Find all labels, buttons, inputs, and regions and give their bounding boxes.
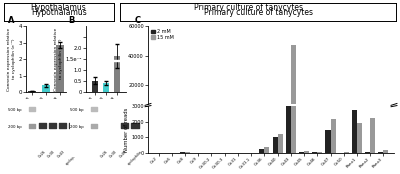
Bar (299, 152, 304, 153)
Text: Cx26: Cx26 (37, 150, 47, 159)
Text: B: B (68, 17, 74, 25)
Bar (56, 45, 64, 92)
Text: 200 bp: 200 bp (70, 125, 84, 129)
Bar (326, 113, 330, 115)
Bar (291, 45, 296, 115)
Bar (286, 110, 291, 115)
Bar (92, 81, 98, 92)
Bar (272, 137, 278, 153)
Bar (357, 123, 362, 153)
Bar (344, 152, 349, 153)
Bar (330, 112, 336, 115)
Bar (180, 152, 185, 153)
Text: Cx26: Cx26 (99, 150, 109, 159)
Bar (264, 114, 270, 115)
Bar (384, 114, 388, 115)
Bar (259, 149, 264, 153)
Text: 200 bp: 200 bp (8, 125, 22, 129)
Bar (352, 111, 357, 115)
Bar (114, 56, 120, 92)
Bar (291, 0, 296, 153)
Bar (365, 152, 370, 153)
Text: Primary culture of tanycytes: Primary culture of tanycytes (194, 3, 302, 12)
Text: 500 bp: 500 bp (70, 108, 84, 112)
Bar (272, 113, 278, 115)
Bar (304, 114, 309, 115)
Bar (384, 150, 388, 153)
Text: cyclophilin: cyclophilin (65, 150, 81, 166)
Bar (103, 83, 109, 92)
Text: C: C (134, 16, 140, 25)
Bar (304, 151, 309, 153)
Bar (370, 118, 375, 153)
Bar (278, 113, 283, 115)
Bar (312, 152, 317, 153)
Bar (185, 152, 190, 153)
Bar (370, 111, 375, 115)
Text: 500 bp: 500 bp (8, 108, 22, 112)
Bar (330, 119, 336, 153)
Bar (28, 91, 36, 92)
Y-axis label: Connexin expression relative
to cyclophilin (e⁻²): Connexin expression relative to cyclophi… (54, 27, 62, 91)
Text: A: A (8, 17, 14, 25)
Bar (352, 110, 357, 153)
Bar (378, 152, 384, 153)
Legend: 2 mM, 15 mM: 2 mM, 15 mM (150, 29, 174, 40)
Bar (317, 152, 322, 153)
Y-axis label: Number of reads: Number of reads (124, 107, 128, 152)
Text: Hypothalamus: Hypothalamus (31, 8, 87, 17)
Text: Hypothalamus: Hypothalamus (30, 3, 86, 12)
Y-axis label: Connexin expression relative
to cyclophilin (e⁻²): Connexin expression relative to cyclophi… (7, 27, 16, 91)
Bar (286, 105, 291, 153)
Bar (357, 112, 362, 115)
Text: cyclophilin: cyclophilin (127, 150, 143, 166)
Bar (278, 134, 283, 153)
Bar (326, 130, 330, 153)
Bar (264, 147, 270, 153)
Bar (42, 85, 50, 92)
Text: Cx30: Cx30 (109, 150, 118, 159)
Text: Cx30: Cx30 (47, 150, 56, 159)
Text: Cx43: Cx43 (57, 150, 66, 159)
Bar (259, 114, 264, 115)
Text: Primary culture of tanycytes: Primary culture of tanycytes (204, 8, 312, 17)
Text: Cx43: Cx43 (119, 150, 128, 159)
